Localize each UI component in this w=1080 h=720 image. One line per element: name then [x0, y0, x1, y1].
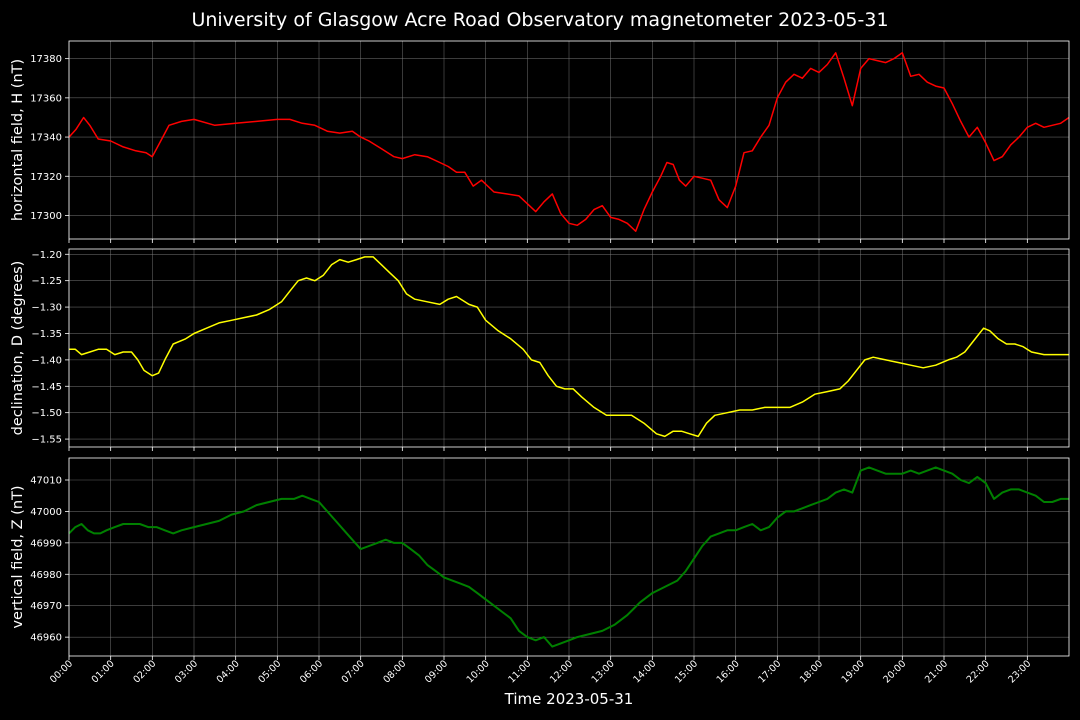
x-tick-label: 04:00: [215, 658, 242, 685]
y-tick-label: 46960: [30, 633, 62, 644]
series-line-panel-3: [68, 466, 1069, 648]
y-tick-label: 17320: [30, 172, 62, 183]
panel-3-frame: [68, 457, 1070, 657]
x-tick-label: 19:00: [840, 658, 867, 685]
y-tick-label: 46970: [30, 601, 62, 612]
y-tick-label: −1.25: [31, 276, 62, 287]
x-tick-label: 00:00: [48, 658, 75, 685]
x-tick-label: 18:00: [798, 658, 825, 685]
x-axis-label: Time 2023-05-31: [504, 690, 634, 708]
x-tick-label: 10:00: [465, 658, 492, 685]
y-tick-label: 17300: [30, 211, 62, 222]
x-tick-label: 08:00: [381, 658, 408, 685]
x-tick-label: 03:00: [173, 658, 200, 685]
y-axis-label: horizontal field, H (nT): [10, 59, 26, 221]
y-tick-label: −1.35: [31, 329, 62, 340]
x-tick-label: 02:00: [131, 658, 158, 685]
y-tick-label: 47010: [30, 476, 62, 487]
y-tick-label: −1.45: [31, 382, 62, 393]
y-tick-label: 17360: [30, 93, 62, 104]
x-tick-label: 09:00: [423, 658, 450, 685]
x-tick-label: 22:00: [965, 658, 992, 685]
y-tick-label: 46980: [30, 570, 62, 581]
panel-1-frame: [68, 40, 1070, 240]
series-line-panel-1: [68, 52, 1070, 232]
y-tick-label: 47000: [30, 507, 62, 518]
x-tick-label: 20:00: [881, 658, 908, 685]
y-tick-label: −1.55: [31, 435, 62, 446]
x-tick-label: 11:00: [506, 658, 533, 685]
y-tick-label: −1.50: [31, 408, 62, 419]
x-tick-label: 01:00: [90, 658, 117, 685]
panel-2-frame: [68, 248, 1070, 448]
x-tick-label: 14:00: [631, 658, 658, 685]
y-axis-label: declination, D (degrees): [10, 261, 26, 436]
x-tick-label: 16:00: [715, 658, 742, 685]
y-tick-label: −1.30: [31, 303, 62, 314]
y-tick-label: −1.20: [31, 250, 62, 261]
x-tick-label: 13:00: [590, 658, 617, 685]
y-tick-label: −1.40: [31, 355, 62, 366]
x-tick-label: 21:00: [923, 658, 950, 685]
y-tick-label: 17340: [30, 133, 62, 144]
x-tick-label: 12:00: [548, 658, 575, 685]
y-tick-label: 46990: [30, 538, 62, 549]
x-tick-label: 17:00: [756, 658, 783, 685]
x-tick-label: 05:00: [256, 658, 283, 685]
chart-title: University of Glasgow Acre Road Observat…: [191, 9, 889, 31]
series-line-panel-2: [69, 256, 1069, 438]
y-axis-label: vertical field, Z (nT): [10, 485, 26, 628]
x-tick-label: 23:00: [1006, 658, 1033, 685]
x-tick-label: 15:00: [673, 658, 700, 685]
y-tick-label: 17380: [30, 54, 62, 65]
x-tick-label: 06:00: [298, 658, 325, 685]
x-tick-label: 07:00: [340, 658, 367, 685]
